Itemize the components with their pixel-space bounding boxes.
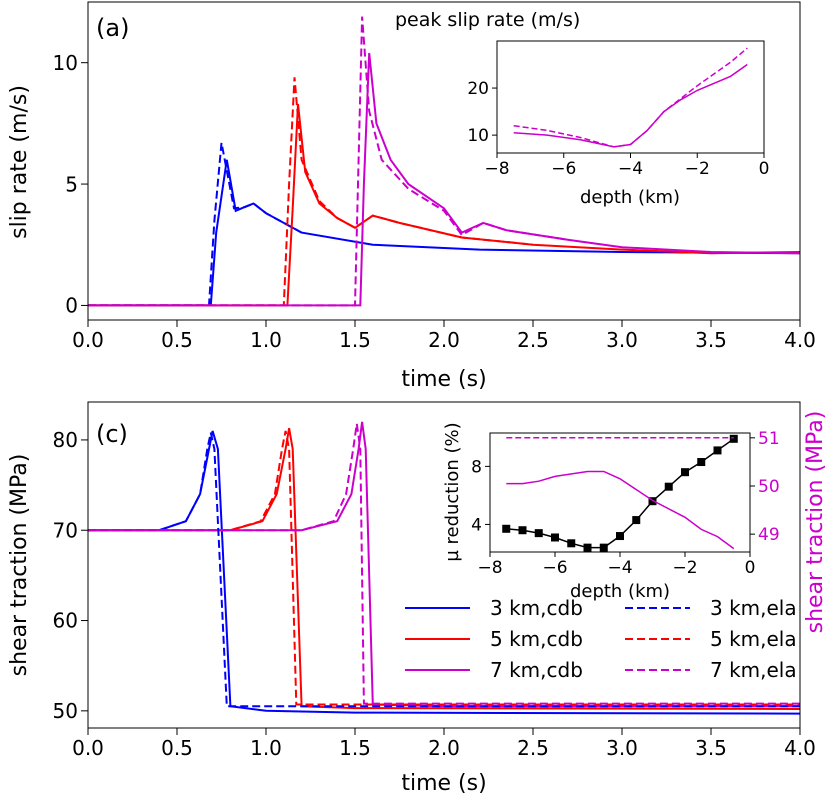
y-right-tick-label: 49 [758, 525, 780, 545]
y-tick-label: 8 [471, 457, 482, 477]
panel-a: 0.0 0.5 1.0 1.5 2.0 2.5 3.0 3.5 4.0 0 5 10 [53, 1, 816, 352]
series-line-7ela [88, 423, 800, 705]
x-tick-label: −8 [484, 159, 509, 179]
y-tick-label: 50 [53, 699, 78, 723]
series-line-3ela [88, 432, 800, 708]
legend-label: 3 km,ela [710, 596, 797, 620]
legend-label: 7 km,cdb [490, 658, 583, 682]
y-right-tick-label: 51 [758, 429, 780, 449]
marker-mu [713, 446, 722, 455]
x-tick-label: 0.0 [72, 328, 104, 352]
marker-mu [632, 516, 641, 525]
x-tick-label: 1.0 [250, 736, 282, 760]
x-tick-label: 0.5 [161, 736, 193, 760]
legend-label: 3 km,cdb [490, 596, 583, 620]
marker-mu [664, 482, 673, 491]
annotation-peak: peak slip rate (m/s) [395, 9, 580, 31]
x-tick-label: 3.0 [606, 328, 638, 352]
legend-entry: 5 km,cdb [405, 627, 583, 651]
marker-mu [502, 524, 511, 533]
x-tick-label: 1.0 [250, 328, 282, 352]
x-tick-label: −8 [477, 558, 502, 578]
series-line-7cdb [88, 52, 800, 307]
series-line-7ela [88, 16, 569, 307]
x-tick-label: 1.5 [339, 328, 371, 352]
y-right-tick-label: 50 [758, 477, 780, 497]
x-tick-label: 0.0 [72, 736, 104, 760]
series-line-5ela [88, 77, 534, 307]
y-tick-label: 4 [471, 516, 482, 536]
x-tick-label: 0.5 [161, 328, 193, 352]
marker-mu [729, 434, 738, 443]
x-tick-label: −2 [672, 558, 697, 578]
marker-mu [616, 532, 624, 541]
legend-label: 5 km,cdb [490, 627, 583, 651]
series-line-3ela [88, 142, 303, 307]
panel-b: −8 −6 −4 −2 0 10 20 [467, 40, 770, 179]
y-tick-label: 10 [467, 126, 489, 146]
legend: 3 km,cdb 5 km,cdb 7 km,cdb 3 km,ela 5 km,ela… [405, 596, 797, 682]
marker-mu [697, 458, 706, 467]
series-line-ela [513, 47, 748, 148]
inset-background [497, 41, 764, 153]
panel-label-a: (a) [96, 14, 129, 42]
marker-mu [567, 539, 576, 548]
marker-mu [534, 529, 543, 538]
marker-mu [599, 543, 608, 552]
marker-mu [583, 543, 592, 552]
y-tick-label: 10 [53, 51, 78, 75]
marker-mu [551, 533, 559, 542]
xlabel-b: depth (km) [580, 187, 680, 208]
x-tick-label: 4.0 [784, 328, 816, 352]
x-tick-label: 1.5 [339, 736, 371, 760]
x-tick-label: −4 [607, 558, 632, 578]
y-tick-label: 80 [53, 428, 78, 452]
x-tick-label: −6 [542, 558, 567, 578]
x-tick-label: 3.5 [695, 736, 727, 760]
ylabel-right-c: shear traction (MPa) [803, 411, 828, 634]
ylabel-a: slip rate (m/s) [7, 85, 32, 239]
x-tick-label: −6 [551, 159, 576, 179]
legend-entry: 7 km,cdb [405, 658, 583, 682]
y-tick-label: 5 [65, 172, 78, 196]
legend-entry: 5 km,ela [625, 627, 797, 651]
x-tick-label: 3.5 [695, 328, 727, 352]
x-tick-label: −4 [618, 159, 643, 179]
x-tick-label: 0 [745, 558, 756, 578]
series-line-5ela [88, 430, 800, 706]
panel-label-c: (c) [96, 420, 128, 448]
x-tick-label: 2.5 [517, 736, 549, 760]
x-tick-label: 4.0 [784, 736, 816, 760]
legend-entry: 3 km,cdb [405, 596, 583, 620]
xlabel-c: time (s) [401, 771, 486, 796]
x-tick-label: 2.0 [428, 736, 460, 760]
ylabel-c: shear traction (MPa) [7, 454, 32, 677]
xlabel-a: time (s) [401, 367, 486, 392]
marker-mu [681, 468, 689, 477]
series-line-tcdb [506, 470, 735, 550]
x-tick-label: 3.0 [606, 736, 638, 760]
legend-label: 7 km,ela [710, 658, 797, 682]
x-tick-label: 2.0 [428, 328, 460, 352]
x-tick-label: −2 [685, 159, 710, 179]
legend-label: 5 km,ela [710, 627, 797, 651]
series-line-cdb [513, 63, 748, 148]
y-tick-label: 0 [65, 294, 78, 318]
series-line-5cdb [88, 103, 800, 307]
marker-mu [518, 526, 527, 535]
xlabel-d: depth (km) [570, 581, 670, 602]
x-tick-label: 0 [759, 159, 770, 179]
y-tick-label: 20 [467, 79, 489, 99]
ylabel-d: µ reduction (%) [442, 422, 463, 561]
y-tick-label: 60 [53, 609, 78, 633]
series-line-3cdb [88, 159, 800, 307]
y-tick-label: 70 [53, 518, 78, 542]
legend-entry: 3 km,ela [625, 596, 797, 620]
legend-entry: 7 km,ela [625, 658, 797, 682]
x-tick-label: 2.5 [517, 328, 549, 352]
